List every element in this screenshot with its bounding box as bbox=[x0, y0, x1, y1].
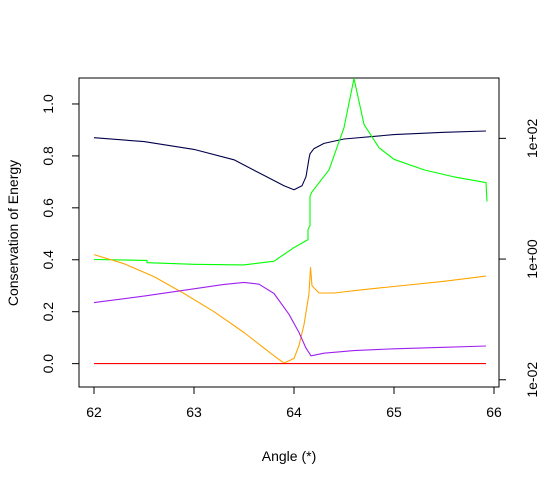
series-line-1 bbox=[93, 130, 487, 191]
x-tick-label: 62 bbox=[86, 404, 102, 420]
y-axis-title: Conservation of Energy bbox=[5, 160, 21, 306]
x-tick-label: 66 bbox=[486, 404, 502, 420]
y-left-tick-label: 0.0 bbox=[40, 354, 56, 374]
y-left-tick-label: 1.0 bbox=[40, 94, 56, 114]
y-right-tick-label: 1e-02 bbox=[524, 362, 540, 398]
y-axis-right: 1e-02 1e+00 1e+02 bbox=[498, 118, 540, 398]
series-line-3 bbox=[93, 254, 487, 364]
y-left-tick-label: 0.4 bbox=[40, 250, 56, 270]
y-right-tick-label: 1e+02 bbox=[524, 118, 540, 158]
x-axis: 62 63 64 65 66 bbox=[86, 386, 502, 420]
y-left-tick-label: 0.8 bbox=[40, 146, 56, 166]
series-layer bbox=[93, 77, 488, 365]
y-axis-left: 0.0 0.2 0.4 0.6 0.8 1.0 bbox=[40, 94, 80, 374]
y-left-tick-label: 0.6 bbox=[40, 198, 56, 218]
series-line-2 bbox=[93, 77, 488, 266]
y-right-tick-label: 1e+00 bbox=[524, 239, 540, 279]
series-line-4 bbox=[93, 281, 487, 357]
y-left-tick-label: 0.2 bbox=[40, 302, 56, 322]
x-tick-label: 64 bbox=[286, 404, 302, 420]
x-tick-label: 63 bbox=[186, 404, 202, 420]
x-axis-title: Angle (*) bbox=[262, 448, 316, 464]
plot-frame bbox=[78, 77, 500, 388]
x-tick-label: 65 bbox=[386, 404, 402, 420]
